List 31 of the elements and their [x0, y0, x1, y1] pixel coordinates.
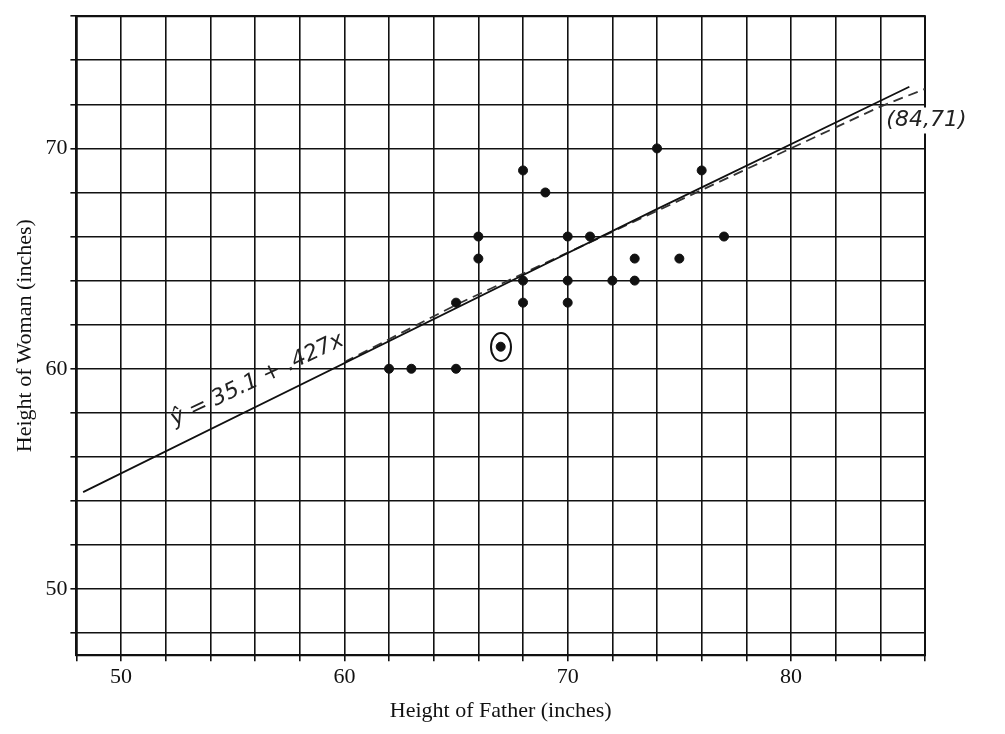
point	[585, 231, 596, 242]
point	[719, 231, 730, 242]
point	[696, 165, 707, 176]
point	[629, 253, 640, 264]
x-tick-label: 70	[556, 663, 579, 689]
x-tick-label: 60	[333, 663, 356, 689]
point	[652, 143, 663, 154]
point	[607, 275, 618, 286]
point	[451, 363, 462, 374]
x-tick-label: 50	[110, 663, 133, 689]
point	[473, 253, 484, 264]
point	[518, 275, 529, 286]
point	[674, 253, 685, 264]
point	[518, 297, 529, 308]
y-tick-label: 50	[45, 574, 68, 600]
point	[473, 231, 484, 242]
point	[540, 187, 551, 198]
y-tick-label: 70	[45, 134, 68, 160]
point	[562, 275, 573, 286]
point	[518, 165, 529, 176]
point	[384, 363, 395, 374]
annotation: (84,71)	[886, 106, 967, 132]
y-axis-title: Height of Woman (inches)	[10, 219, 36, 453]
point	[629, 275, 640, 286]
point	[406, 363, 417, 374]
point	[562, 231, 573, 242]
x-tick-label: 80	[780, 663, 803, 689]
x-axis-title: Height of Father (inches)	[389, 696, 612, 722]
point	[562, 297, 573, 308]
point	[451, 297, 462, 308]
y-tick-label: 60	[45, 354, 68, 380]
